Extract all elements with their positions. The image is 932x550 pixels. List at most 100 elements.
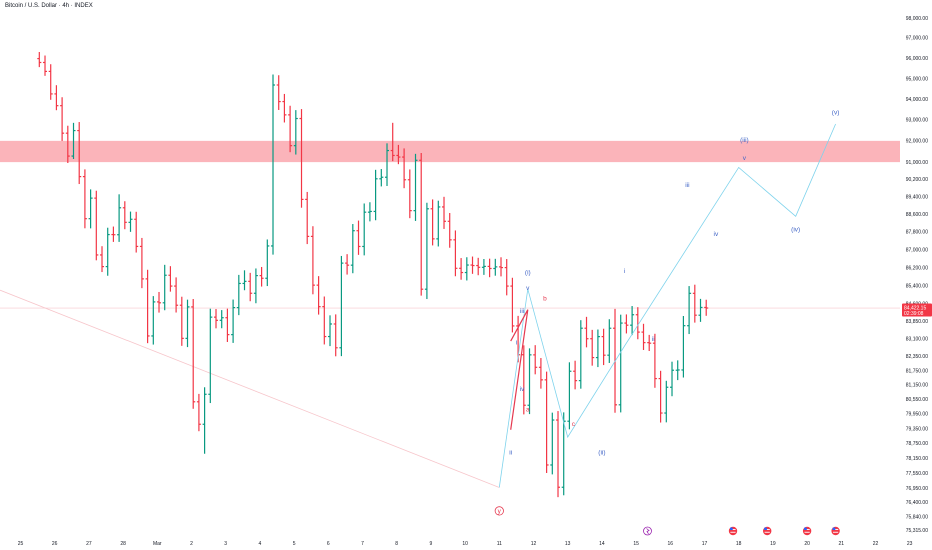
wave-label: iv [520, 386, 525, 393]
y-tick-label: 75,315.00 [906, 528, 928, 534]
flag-canton [764, 527, 767, 530]
candle [174, 277, 179, 313]
candle [231, 299, 236, 343]
candle [692, 284, 697, 323]
candle [681, 315, 686, 378]
x-tick-label: 22 [873, 541, 879, 547]
y-tick-label: 93,000.00 [906, 118, 928, 124]
y-tick-label: 87,000.00 [906, 247, 928, 253]
candle [556, 411, 561, 498]
candle [573, 360, 578, 390]
y-tick-label: 97,000.00 [906, 36, 928, 42]
wedge-lines [510, 309, 529, 430]
flag-canton [832, 527, 836, 530]
wave-label: b [543, 295, 547, 302]
candle [675, 360, 680, 381]
wave-label: (i) [525, 269, 531, 276]
candle [225, 308, 230, 342]
candle [322, 296, 327, 345]
candle [145, 269, 150, 344]
candle [584, 316, 589, 348]
flag-stripe [730, 531, 736, 533]
candle [396, 144, 401, 165]
wave-label-circle [494, 506, 504, 516]
x-tick-label: 26 [52, 541, 58, 547]
candle [567, 362, 572, 430]
y-tick-label: 75,840.00 [906, 514, 928, 520]
candle [134, 211, 139, 253]
flag-stripe [730, 529, 736, 530]
candle [698, 298, 703, 322]
y-tick-label: 79,350.00 [906, 426, 928, 432]
x-tick-label: 3 [224, 541, 227, 547]
y-tick-label: 83,100.00 [906, 337, 928, 343]
flag-canton [804, 527, 807, 530]
candle [447, 213, 452, 248]
candle [430, 199, 435, 246]
y-tick-label: 79,950.00 [906, 412, 928, 418]
x-tick-label: 7 [361, 541, 364, 547]
x-tick-label: 4 [259, 541, 262, 547]
x-tick-label: 16 [668, 541, 674, 547]
x-tick-label: 25 [18, 541, 24, 547]
price-tag-value: 84,422.15 [904, 305, 926, 311]
candle [299, 109, 304, 208]
candle [88, 189, 93, 229]
candle [339, 255, 344, 357]
price-tag [902, 303, 932, 317]
candle [630, 306, 635, 336]
candle [276, 75, 281, 110]
event-marker[interactable] [831, 526, 840, 536]
x-tick-label: 19 [770, 541, 776, 547]
wave-label: v [526, 285, 530, 292]
x-tick-label: 13 [565, 541, 571, 547]
y-tick-label: 77,550.00 [906, 471, 928, 477]
candle [476, 257, 481, 276]
event-marker[interactable] [763, 526, 772, 536]
x-tick-label: 20 [804, 541, 810, 547]
candle [402, 148, 407, 189]
candle [578, 320, 583, 389]
candle [647, 334, 652, 352]
candle [470, 256, 475, 274]
candle [459, 258, 464, 280]
candle [510, 277, 515, 333]
candle [453, 230, 458, 277]
x-tick-label: Mar [153, 541, 162, 547]
candle [82, 169, 87, 229]
candle [601, 328, 606, 366]
candle [419, 152, 424, 296]
candle [236, 274, 241, 316]
event-marker[interactable] [802, 526, 812, 536]
candle [111, 226, 116, 242]
candle [658, 370, 663, 423]
wave-label: iv [714, 231, 719, 238]
x-tick-label: 11 [497, 541, 502, 547]
candle [196, 393, 201, 432]
event-marker[interactable] [728, 526, 738, 536]
wave-label: y [498, 508, 502, 515]
candle [117, 194, 122, 242]
flag-stripe [804, 531, 810, 533]
candle [293, 110, 298, 155]
candle [413, 153, 418, 221]
candle [499, 257, 504, 277]
candle [595, 329, 600, 368]
candle [527, 348, 532, 415]
wave-label: (ii) [598, 449, 605, 456]
x-tick-label: 17 [702, 541, 708, 547]
x-tick-label: 8 [395, 541, 398, 547]
candle [37, 52, 42, 68]
candle [253, 268, 258, 304]
candle [544, 371, 549, 473]
wave-label: (iv) [791, 227, 800, 234]
flag-canton [730, 527, 733, 530]
price-tag-countdown: 02:39:08 [904, 311, 924, 317]
candle [248, 272, 253, 302]
y-tick-label: 85,400.00 [906, 283, 928, 289]
flag-stripe [833, 529, 839, 530]
candle [487, 258, 492, 278]
candle [664, 380, 669, 423]
candle [60, 97, 65, 141]
